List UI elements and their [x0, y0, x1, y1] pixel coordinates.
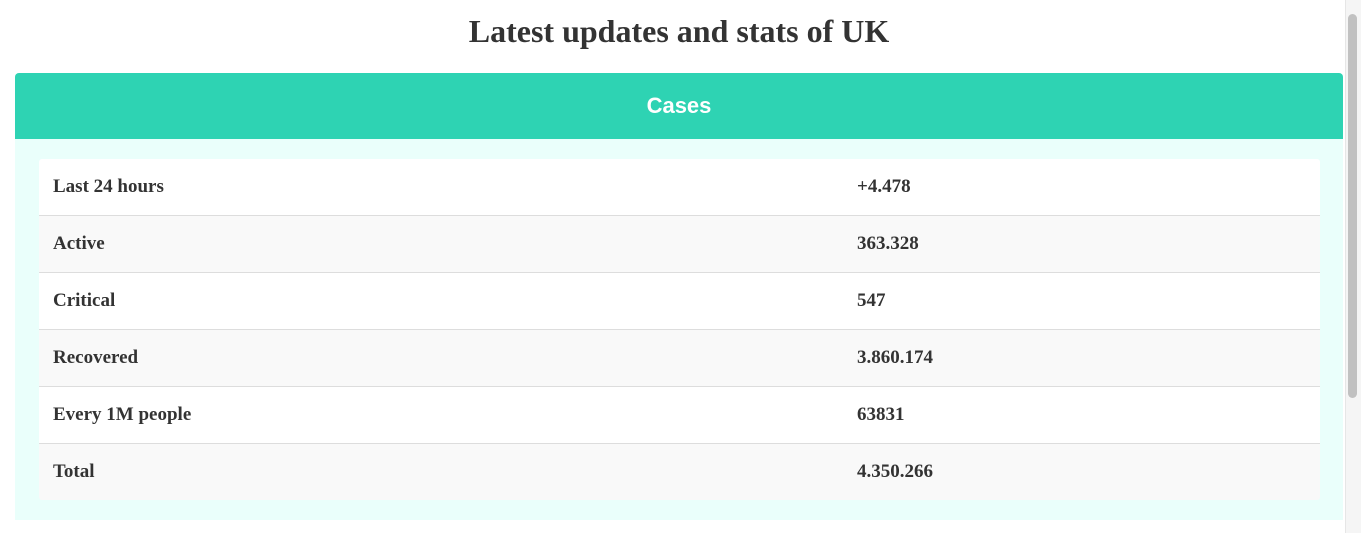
stat-value: 63831 — [843, 386, 1320, 444]
cases-card-header: Cases — [15, 73, 1343, 139]
stats-table: Last 24 hours +4.478 Active 363.328 Crit… — [39, 159, 1320, 500]
stat-label: Total — [39, 443, 843, 500]
stat-label: Critical — [39, 272, 843, 330]
stat-label: Last 24 hours — [39, 159, 843, 216]
table-row: Every 1M people 63831 — [39, 386, 1320, 444]
table-row: Last 24 hours +4.478 — [39, 159, 1320, 216]
stat-label: Every 1M people — [39, 386, 843, 444]
table-row: Total 4.350.266 — [39, 443, 1320, 500]
table-row: Critical 547 — [39, 272, 1320, 330]
stat-label: Recovered — [39, 329, 843, 387]
cases-card-title: Cases — [646, 93, 712, 118]
stat-value: 4.350.266 — [843, 443, 1320, 500]
table-row: Recovered 3.860.174 — [39, 329, 1320, 387]
stat-value: +4.478 — [843, 159, 1320, 216]
scrollbar-thumb[interactable] — [1348, 14, 1357, 398]
stat-value: 3.860.174 — [843, 329, 1320, 387]
stat-value: 547 — [843, 272, 1320, 330]
stat-value: 363.328 — [843, 215, 1320, 273]
page-title: Latest updates and stats of UK — [468, 13, 890, 49]
stat-label: Active — [39, 215, 843, 273]
cases-card: Cases Last 24 hours +4.478 Active 363.32… — [15, 73, 1343, 520]
table-row: Active 363.328 — [39, 215, 1320, 273]
